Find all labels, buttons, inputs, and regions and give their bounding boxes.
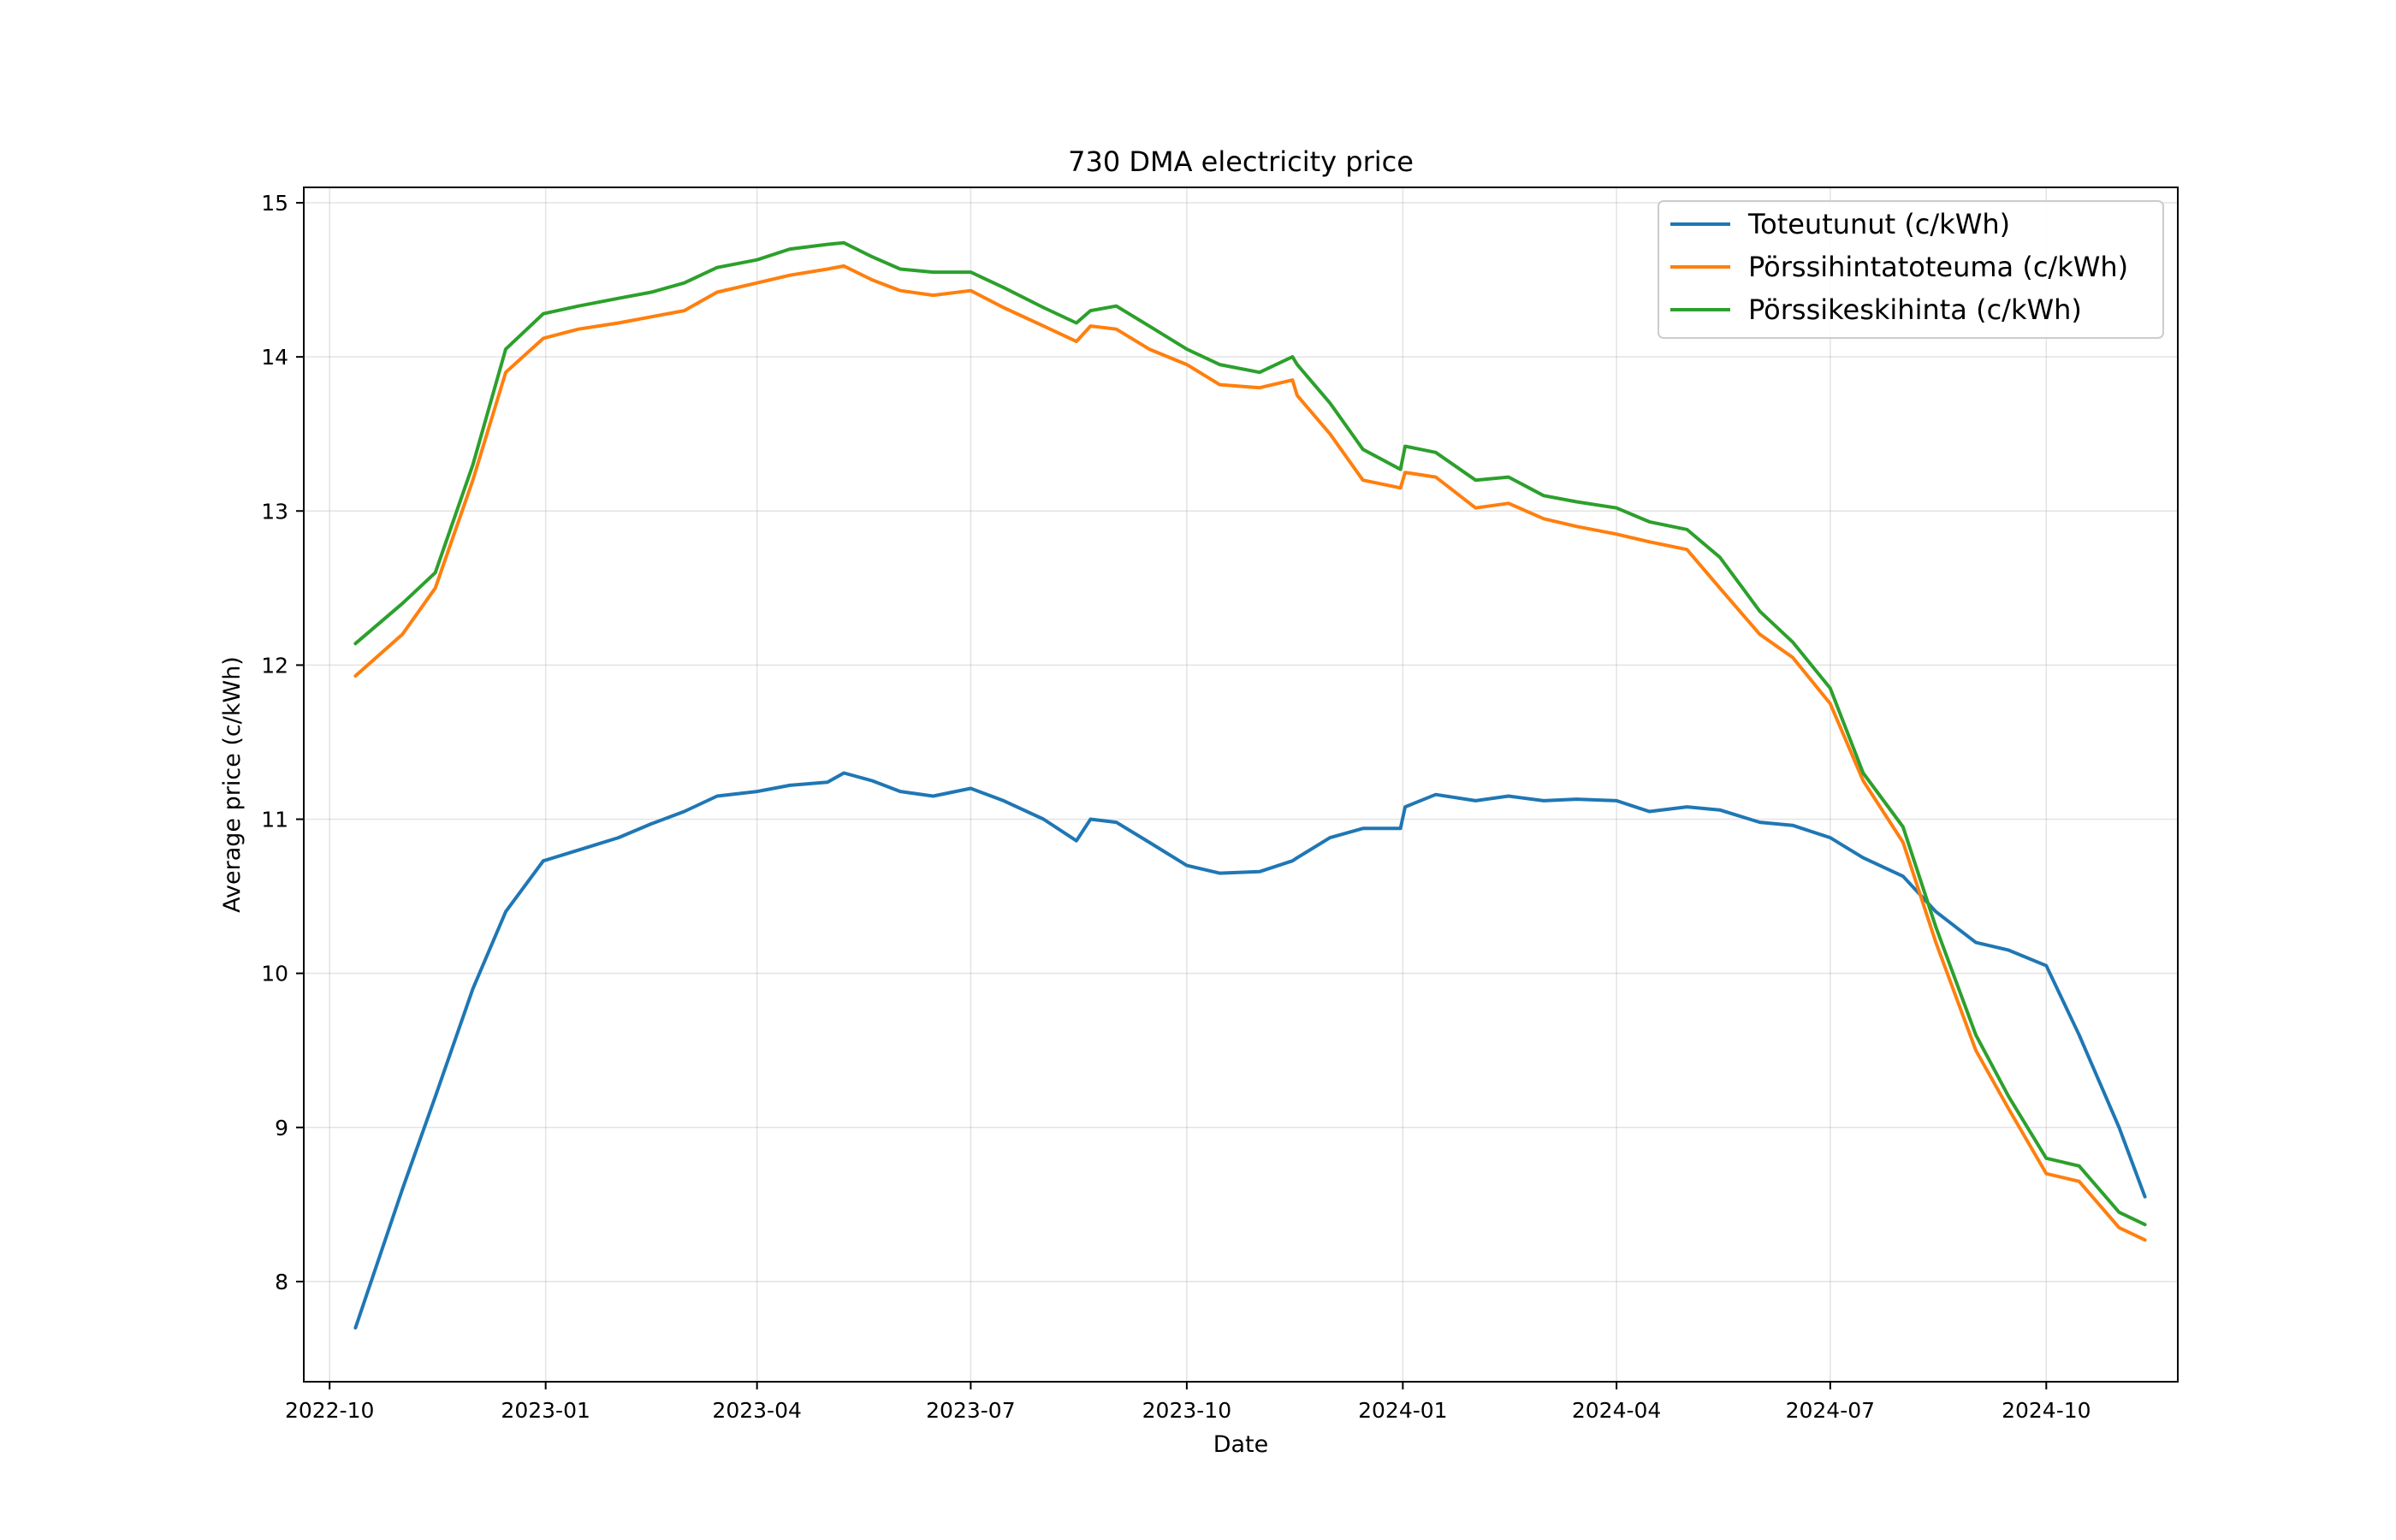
x-tick-label: 2024-07 <box>1786 1398 1875 1423</box>
y-tick-label: 14 <box>261 345 288 370</box>
x-tick-label: 2023-07 <box>926 1398 1015 1423</box>
y-tick-label: 13 <box>261 499 288 524</box>
x-axis: 2022-10 2023-01 2023-04 2023-07 2023-10 2024-… <box>285 1382 2091 1423</box>
legend-label: Toteutunut (c/kWh) <box>1747 208 2010 240</box>
x-tick-label: 2022-10 <box>285 1398 374 1423</box>
legend-label: Pörssikeskihinta (c/kWh) <box>1748 293 2082 326</box>
legend-label: Pörssihintatoteuma (c/kWh) <box>1748 251 2128 283</box>
x-tick-label: 2023-10 <box>1142 1398 1231 1423</box>
y-axis: 8 9 10 11 12 13 14 15 <box>261 191 304 1294</box>
grid-lines <box>304 187 2178 1382</box>
series-lines <box>353 240 2147 1330</box>
x-tick-label: 2023-04 <box>712 1398 801 1423</box>
y-tick-label: 8 <box>275 1270 288 1294</box>
y-axis-label: Average price (c/kWh) <box>219 656 246 913</box>
x-tick-label: 2023-01 <box>501 1398 590 1423</box>
x-axis-label: Date <box>1213 1431 1269 1458</box>
plot-frame <box>303 187 2179 1383</box>
series-line-3 <box>353 240 2147 1227</box>
x-tick-label: 2024-10 <box>2002 1398 2091 1423</box>
legend: Toteutunut (c/kWh) Pörssihintatoteuma (c… <box>1658 200 2164 339</box>
x-tick-label: 2024-04 <box>1572 1398 1661 1423</box>
x-tick-label: 2024-01 <box>1358 1398 1447 1423</box>
y-tick-label: 15 <box>261 191 288 216</box>
y-tick-label: 12 <box>261 653 288 678</box>
series-line-2 <box>353 264 2147 1242</box>
series-line-1 <box>353 771 2147 1330</box>
legend-box <box>1658 200 2164 339</box>
y-tick-label: 9 <box>275 1116 288 1140</box>
chart-title: 730 DMA electricity price <box>1068 145 1414 178</box>
y-tick-label: 11 <box>261 808 288 832</box>
y-tick-label: 10 <box>261 962 288 986</box>
